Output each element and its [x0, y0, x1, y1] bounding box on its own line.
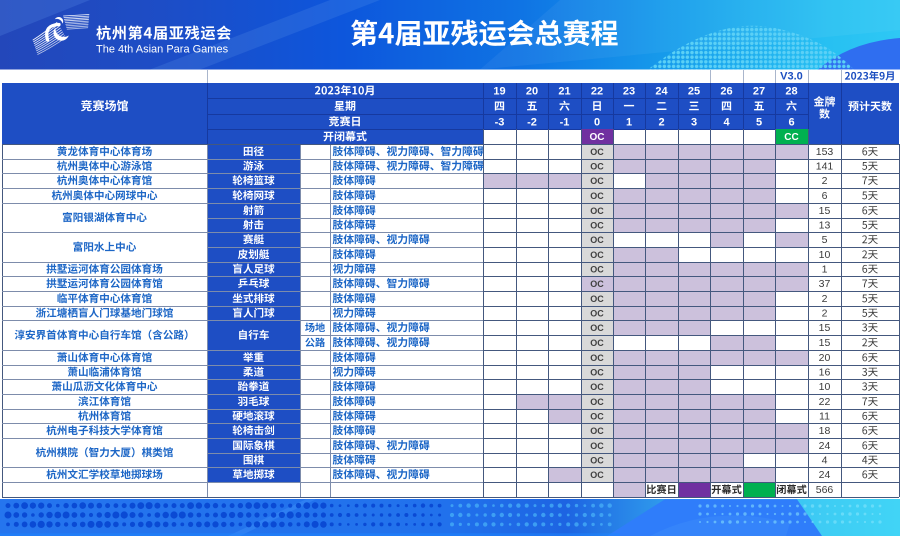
svg-text:OC: OC — [590, 147, 604, 157]
svg-text:2: 2 — [822, 175, 828, 187]
svg-text:19: 19 — [493, 85, 505, 97]
svg-text:OC: OC — [590, 206, 604, 216]
svg-text:141: 141 — [816, 161, 834, 173]
svg-text:1: 1 — [822, 264, 828, 276]
svg-text:3: 3 — [691, 116, 697, 128]
svg-text:4: 4 — [723, 116, 730, 128]
svg-text:15: 15 — [819, 322, 831, 334]
svg-text:20: 20 — [526, 85, 538, 97]
svg-text:15: 15 — [819, 205, 831, 217]
svg-text:10: 10 — [819, 249, 831, 261]
svg-text:OC: OC — [590, 397, 604, 407]
svg-text:153: 153 — [816, 146, 834, 158]
svg-text:22: 22 — [591, 85, 603, 97]
svg-text:OC: OC — [590, 176, 604, 186]
svg-text:OC: OC — [590, 250, 604, 260]
svg-text:OC: OC — [590, 382, 604, 392]
svg-text:The 4th Asian Para Games: The 4th Asian Para Games — [96, 44, 229, 56]
svg-text:22: 22 — [819, 396, 831, 408]
svg-text:OC: OC — [590, 426, 604, 436]
svg-text:5: 5 — [756, 116, 762, 128]
svg-text:OC: OC — [590, 338, 604, 348]
svg-text:OC: OC — [590, 412, 604, 422]
svg-text:OC: OC — [590, 456, 604, 466]
svg-text:11: 11 — [819, 411, 830, 423]
svg-text:25: 25 — [688, 85, 700, 97]
svg-text:-1: -1 — [560, 116, 570, 128]
svg-text:5: 5 — [822, 234, 828, 246]
svg-text:28: 28 — [785, 85, 797, 97]
svg-text:37: 37 — [819, 278, 831, 290]
svg-text:24: 24 — [655, 85, 668, 97]
svg-text:CC: CC — [784, 132, 798, 143]
svg-text:6: 6 — [822, 190, 828, 202]
svg-text:26: 26 — [720, 85, 732, 97]
svg-text:OC: OC — [590, 470, 604, 480]
svg-text:OC: OC — [590, 441, 604, 451]
svg-text:16: 16 — [819, 367, 831, 379]
svg-text:-2: -2 — [527, 116, 537, 128]
svg-text:24: 24 — [819, 440, 831, 452]
svg-text:23: 23 — [623, 85, 635, 97]
svg-text:18: 18 — [819, 425, 831, 437]
svg-text:OC: OC — [590, 323, 604, 333]
svg-text:1: 1 — [626, 116, 632, 128]
svg-text:15: 15 — [819, 337, 831, 349]
svg-text:24: 24 — [819, 469, 831, 481]
svg-text:OC: OC — [590, 309, 604, 319]
svg-text:OC: OC — [590, 132, 605, 143]
svg-text:OC: OC — [590, 191, 604, 201]
svg-text:10: 10 — [819, 381, 831, 393]
svg-text:6: 6 — [788, 116, 794, 128]
svg-text:2: 2 — [658, 116, 664, 128]
svg-text:13: 13 — [819, 220, 831, 232]
svg-text:20: 20 — [819, 352, 831, 364]
svg-text:27: 27 — [753, 85, 765, 97]
svg-text:OC: OC — [590, 265, 604, 275]
svg-text:OC: OC — [590, 279, 604, 289]
svg-text:V3.0: V3.0 — [780, 71, 803, 83]
svg-text:4: 4 — [822, 455, 828, 467]
svg-text:566: 566 — [816, 484, 834, 496]
svg-text:0: 0 — [594, 116, 600, 128]
svg-text:OC: OC — [590, 162, 604, 172]
svg-text:2: 2 — [822, 293, 828, 305]
svg-text:-3: -3 — [495, 116, 505, 128]
svg-text:2: 2 — [822, 308, 828, 320]
svg-text:OC: OC — [590, 235, 604, 245]
svg-text:OC: OC — [590, 221, 604, 231]
svg-text:OC: OC — [590, 353, 604, 363]
svg-text:OC: OC — [590, 294, 604, 304]
svg-text:21: 21 — [558, 85, 570, 97]
svg-text:OC: OC — [590, 368, 604, 378]
